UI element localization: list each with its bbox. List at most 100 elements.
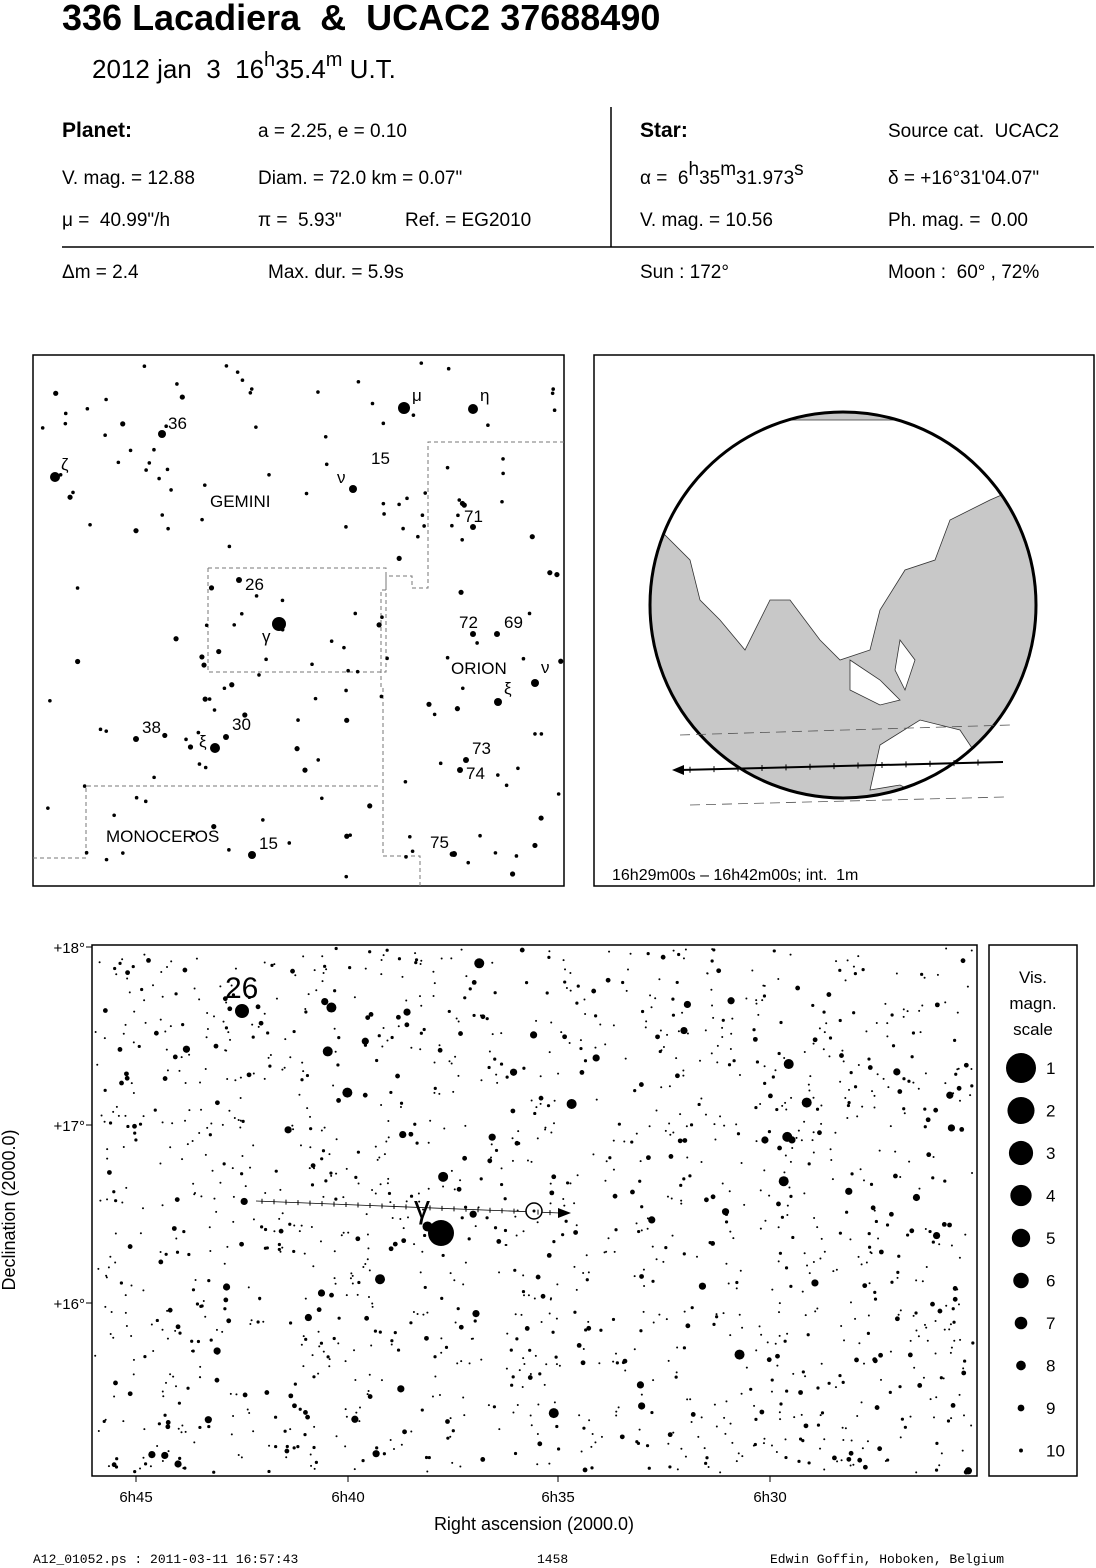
star [321,1149,326,1153]
star [841,1049,844,1052]
star [522,1274,525,1277]
star [816,1386,820,1390]
star [946,1419,951,1423]
star [314,1460,318,1464]
star-label: 26 [225,972,258,1005]
star [273,1230,276,1233]
star [519,947,525,953]
star [216,648,222,655]
star [401,526,405,531]
legend-title: scale [1013,1020,1053,1039]
star [689,1123,694,1127]
star [776,1364,779,1367]
star [229,1392,232,1395]
star [914,1311,918,1315]
star [467,1237,471,1241]
star [562,1198,565,1201]
star [293,1224,296,1227]
star [499,1062,504,1066]
star [915,1329,918,1332]
star [771,1288,774,1291]
star [212,1015,215,1018]
star [437,1047,443,1053]
star [193,1441,196,1444]
star [636,1381,645,1389]
star [766,1341,769,1344]
star [686,1156,689,1159]
star [575,1288,578,1291]
star [427,1187,430,1190]
star [566,1181,570,1185]
star [161,1460,164,1463]
star [337,1342,340,1345]
star [313,696,318,701]
star [671,1234,674,1237]
star [124,1023,127,1026]
star [505,1244,508,1247]
star [500,1167,503,1170]
star [858,1342,861,1345]
star [397,502,401,507]
star [419,1048,422,1051]
star [751,969,754,972]
star [658,978,661,981]
star [776,1201,781,1207]
star [646,1227,649,1230]
star [203,765,208,770]
star [438,1393,441,1396]
star [255,1004,261,1010]
star [96,1063,99,1066]
star [710,959,714,963]
star [899,1175,902,1178]
star [449,1417,452,1420]
star [803,1050,806,1053]
star [159,1018,162,1021]
star [344,688,348,693]
star [333,1277,336,1280]
star [323,964,327,968]
alpha: α = 6h35m31.973s [640,159,804,189]
globe-caption: 16h29m00s – 16h42m00s; int. 1m [612,867,858,884]
star [169,1146,172,1149]
star [812,1037,818,1043]
star [309,1146,312,1149]
star [423,491,428,495]
star [741,1455,744,1458]
star [387,1191,392,1196]
star [686,1398,689,1401]
star [815,1281,818,1284]
star [463,1414,466,1417]
star [366,1393,369,1396]
star [440,1337,443,1340]
star [762,1442,765,1445]
star [414,958,419,962]
star [208,1226,211,1229]
star [849,1238,852,1241]
star [945,1304,948,1307]
star [107,1170,112,1175]
orbit: a = 2.25, e = 0.10 [258,121,407,142]
star [710,1052,713,1055]
star [777,1226,780,1229]
star [453,1279,456,1282]
star [345,1167,348,1170]
star [281,1068,284,1071]
star [456,1362,459,1365]
star [568,1041,571,1044]
star-label: 15 [371,449,390,468]
star [310,1163,316,1169]
star [428,1220,454,1246]
star [285,1444,289,1449]
star [536,1432,539,1435]
star [556,1283,559,1286]
star [882,1077,885,1080]
star [246,1408,249,1411]
star [386,1182,389,1185]
star [894,1150,897,1153]
star [683,1000,692,1009]
star [640,1229,643,1232]
star [441,1253,445,1258]
star [614,1228,618,1232]
star [132,1123,137,1129]
star [378,1330,382,1334]
